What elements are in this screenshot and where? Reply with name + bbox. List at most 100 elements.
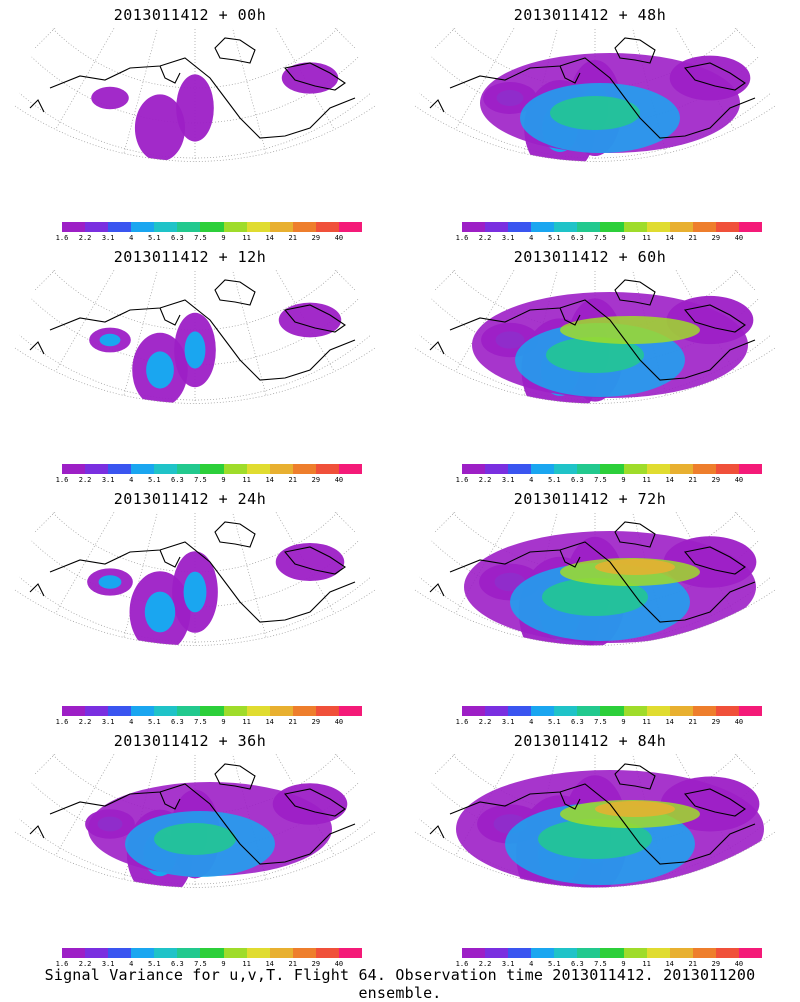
colorbar-swatch (531, 948, 555, 958)
colorbar-label: 6.3 (571, 718, 584, 726)
colorbar-swatch (200, 948, 224, 958)
map (414, 270, 776, 404)
colorbar-labels: 1.6 2.2 3.1 4 5.1 6.3 7.5 9 11 14 21 29 40 (56, 234, 362, 244)
colorbar-swatch (246, 948, 270, 958)
map (414, 28, 776, 162)
colorbar-swatch (200, 464, 224, 474)
colorbar-swatch (646, 222, 670, 232)
colorbar (62, 706, 363, 716)
variance-field (85, 782, 348, 888)
colorbar-swatch (554, 948, 578, 958)
coastlines (429, 279, 756, 381)
colorbar-label: 2.2 (78, 476, 92, 484)
colorbar-label: 1.6 (455, 234, 469, 242)
colorbar-label: 21 (688, 960, 697, 968)
colorbar-label: 3.1 (501, 476, 515, 484)
colorbar-swatch (292, 948, 316, 958)
colorbar-label: 14 (265, 476, 274, 484)
variance-field (456, 770, 764, 888)
colorbar-swatch (623, 948, 647, 958)
colorbar-swatch (623, 464, 647, 474)
colorbar (462, 222, 763, 232)
colorbar-swatch (154, 464, 178, 474)
colorbar-label: 29 (711, 960, 721, 968)
colorbar-label: 7.5 (194, 234, 207, 242)
colorbar-swatch (462, 222, 486, 232)
colorbar-swatch (669, 222, 693, 232)
colorbar-label: 7.5 (594, 476, 607, 484)
colorbar-label: 5.1 (147, 718, 161, 726)
colorbar-swatch (531, 464, 555, 474)
colorbar-swatch (62, 464, 86, 474)
colorbar-swatch (738, 222, 763, 232)
colorbar-swatch (485, 706, 509, 716)
colorbar-label: 29 (311, 960, 321, 968)
colorbar-swatch (85, 948, 109, 958)
colorbar-label: 7.5 (594, 718, 607, 726)
colorbar-swatch (338, 948, 363, 958)
colorbar-label: 5.1 (547, 960, 561, 968)
colorbar-label: 6.3 (171, 718, 184, 726)
colorbar-label: 40 (734, 960, 744, 968)
colorbar-swatch (738, 706, 763, 716)
colorbar-swatch (85, 222, 109, 232)
colorbar-swatch (292, 706, 316, 716)
colorbar-label: 14 (265, 234, 274, 242)
colorbar-label: 1.6 (455, 718, 469, 726)
colorbar-label: 5.1 (147, 234, 161, 242)
colorbar-label: 2.2 (478, 234, 492, 242)
colorbar-swatch (485, 222, 509, 232)
colorbar-label: 7.5 (594, 960, 607, 968)
colorbar-swatch (177, 464, 201, 474)
colorbar-label: 4 (129, 718, 134, 726)
colorbar-label: 5.1 (547, 476, 561, 484)
colorbar-swatch (531, 222, 555, 232)
colorbar-swatch (600, 222, 624, 232)
colorbar-label: 6.3 (571, 960, 584, 968)
colorbar-swatch (246, 464, 270, 474)
panel-title: 2013011412 + 24h (113, 490, 267, 508)
colorbar-swatch (85, 706, 109, 716)
colorbar-label: 4 (129, 960, 134, 968)
colorbar-swatch (554, 222, 578, 232)
colorbar-swatch (131, 706, 155, 716)
colorbar-label: 3.1 (501, 960, 515, 968)
map (14, 270, 376, 404)
panel-00h: 2013011412 + 00h 1.6 2.2 3.1 4 5.1 6.3 7.5 9 11 1… (0, 0, 400, 242)
colorbar-label: 9 (621, 234, 626, 242)
colorbar-label: 1.6 (55, 476, 69, 484)
colorbar-label: 14 (665, 476, 674, 484)
colorbar-label: 1.6 (455, 960, 469, 968)
colorbar-label: 2.2 (78, 960, 92, 968)
colorbar-label: 29 (311, 718, 321, 726)
colorbar-swatch (62, 222, 86, 232)
colorbar-label: 40 (334, 234, 344, 242)
colorbar-label: 11 (642, 234, 651, 242)
colorbar-swatch (315, 222, 339, 232)
colorbar (62, 464, 363, 474)
colorbar-label: 1.6 (455, 476, 469, 484)
colorbar-label: 2.2 (478, 476, 492, 484)
colorbar-label: 9 (221, 718, 226, 726)
colorbar-swatch (154, 948, 178, 958)
colorbar (462, 464, 763, 474)
colorbar-swatch (108, 948, 132, 958)
colorbar-swatch (508, 948, 532, 958)
colorbar-label: 2.2 (78, 718, 92, 726)
colorbar-label: 6.3 (571, 476, 584, 484)
colorbar-swatch (485, 948, 509, 958)
colorbar-swatch (246, 706, 270, 716)
colorbar-label: 4 (529, 476, 534, 484)
colorbar-swatch (62, 706, 86, 716)
colorbar-label: 3.1 (501, 234, 515, 242)
colorbar (462, 948, 763, 958)
colorbar-labels: 1.6 2.2 3.1 4 5.1 6.3 7.5 9 11 14 21 29 40 (456, 476, 762, 486)
colorbar-swatch (223, 222, 247, 232)
colorbar-swatch (623, 222, 647, 232)
colorbar-swatch (692, 222, 716, 232)
graticule (15, 754, 375, 888)
colorbar-swatch (338, 222, 363, 232)
colorbar-label: 5.1 (547, 234, 561, 242)
colorbar-label: 11 (642, 476, 651, 484)
colorbar-label: 21 (288, 960, 297, 968)
